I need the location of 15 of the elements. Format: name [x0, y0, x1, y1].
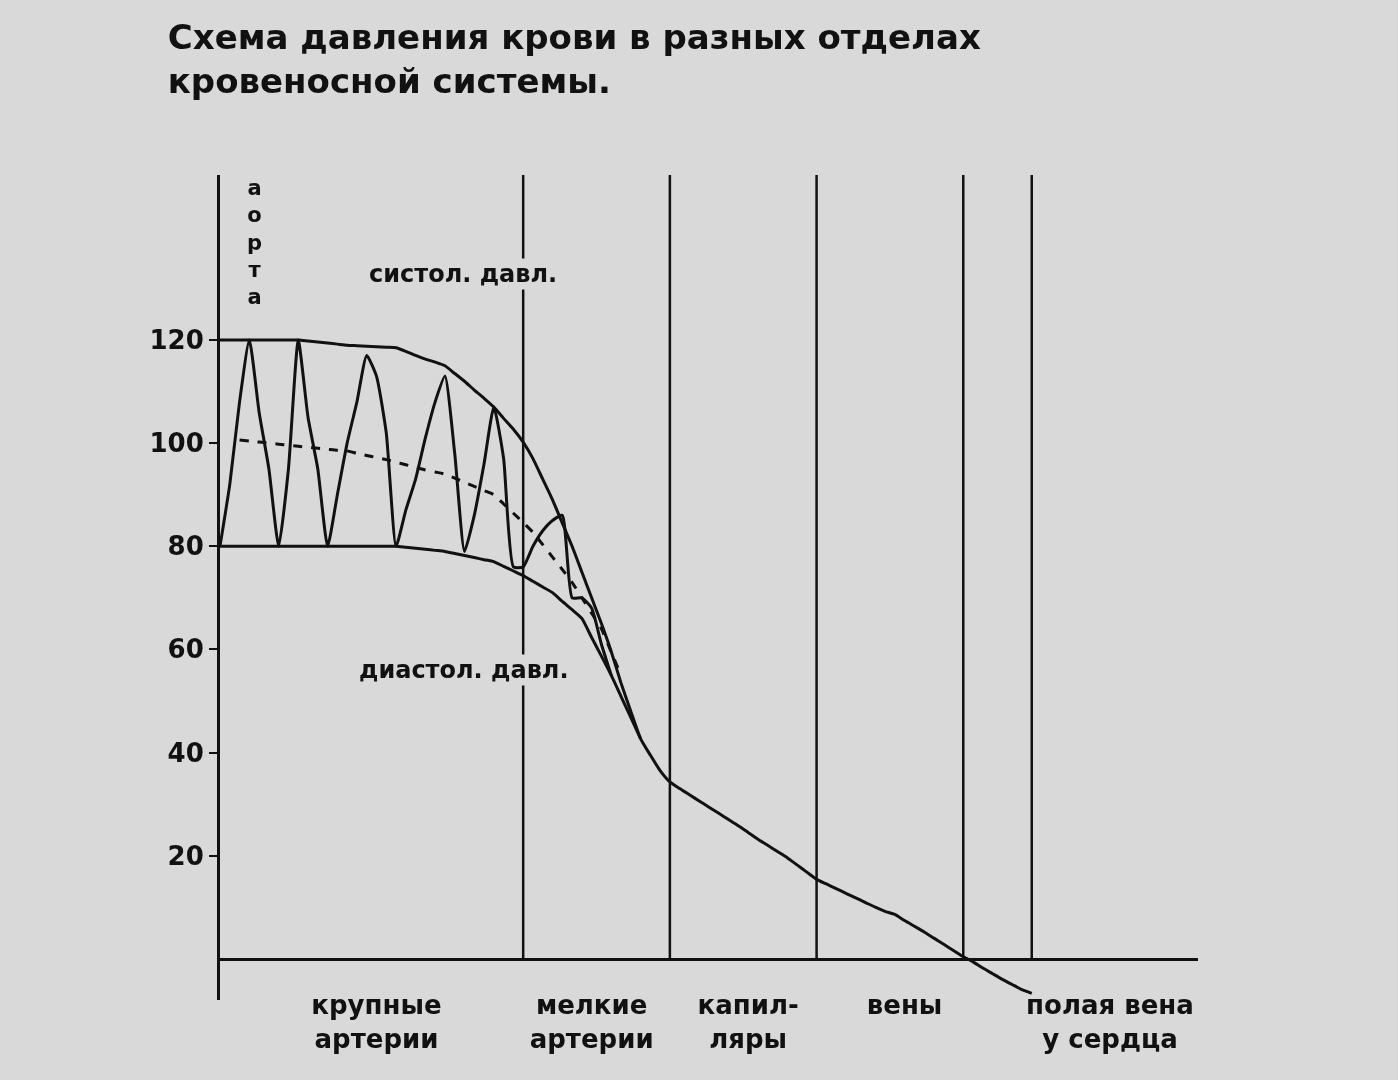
y-tick-label: 40	[167, 737, 204, 768]
annotation: а о р т а	[247, 176, 263, 310]
x-tick-label: мелкие артерии	[529, 989, 654, 1054]
chart-title: Схема давления крови в разных отделах кровеносной системы.	[167, 16, 981, 101]
x-tick-label: капил- ляры	[697, 989, 799, 1054]
annotation: систол. давл.	[369, 260, 558, 288]
y-tick-label: 80	[167, 531, 204, 562]
annotation: диастол. давл.	[359, 656, 569, 684]
y-tick-label: 20	[167, 840, 204, 871]
y-tick-label: 120	[149, 325, 204, 356]
x-tick-label: крупные артерии	[311, 989, 442, 1054]
y-tick-label: 60	[167, 634, 204, 665]
y-tick-label: 100	[149, 428, 204, 459]
x-tick-label: вены	[866, 989, 943, 1020]
x-tick-label: полая вена у сердца	[1026, 989, 1194, 1054]
